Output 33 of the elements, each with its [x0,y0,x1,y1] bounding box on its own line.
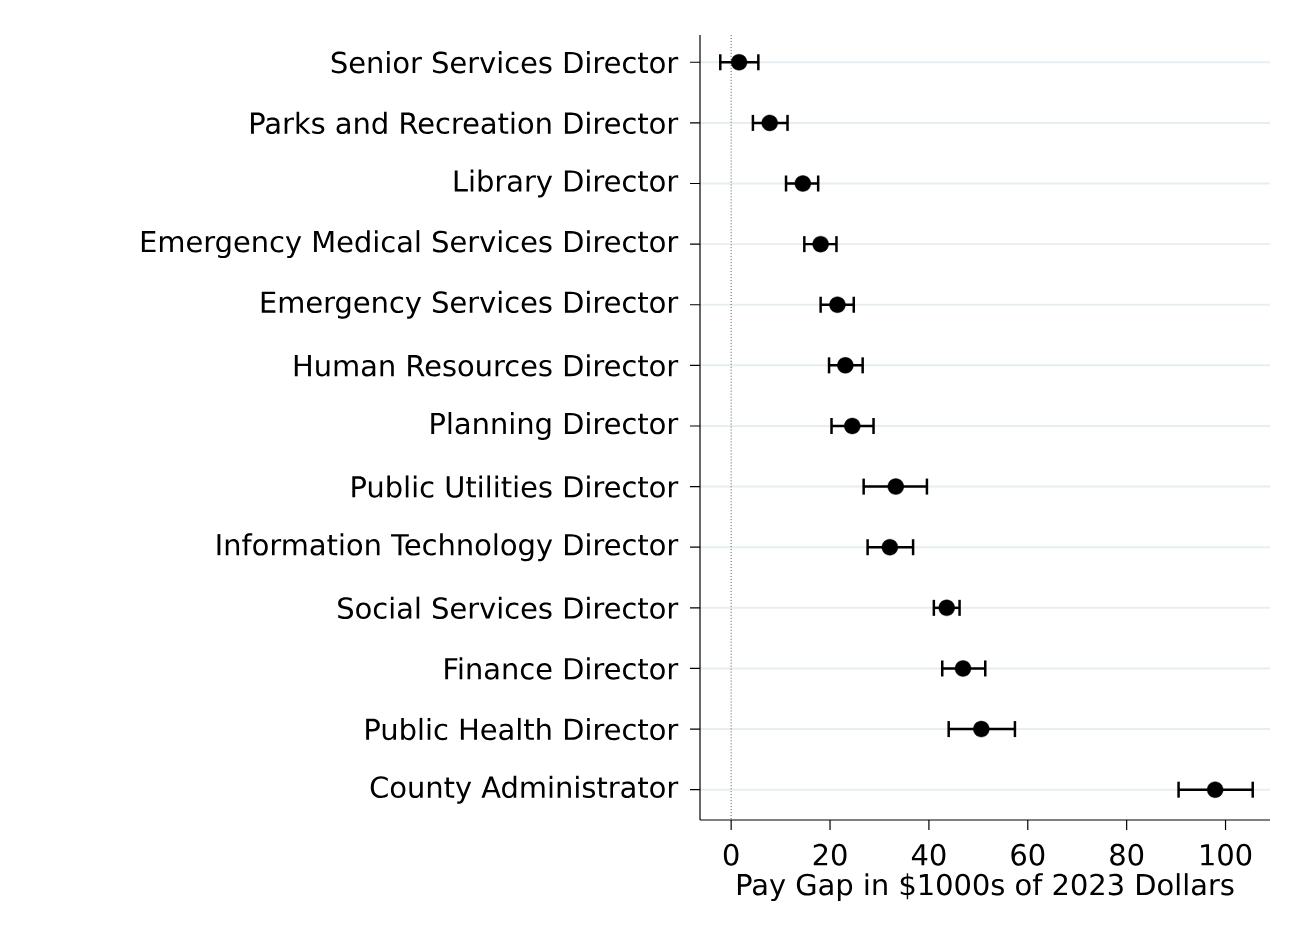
x-tick-label: 40 [911,843,946,866]
y-tick-label: Emergency Services Director [261,290,679,319]
x-tick-label: 60 [1011,843,1045,866]
point [837,357,854,374]
y-tick-label: Emergency Medical Services Director [141,230,679,259]
y-tick-label: Human Resources Director [294,354,679,377]
x-tick-label: 80 [1110,843,1144,866]
y-tick-label: Social Services Director [338,596,679,620]
x-tick-label: 20 [813,843,847,866]
y-tick-label: Public Utilities Director [352,475,679,498]
y-tick-label: Senior Services Director [331,51,679,74]
point [730,54,748,71]
x-tick-label: 0 [723,843,739,866]
y-tick-label: Finance Director [445,657,679,680]
y-tick-label: Planning Director [431,412,679,440]
x-axis-title: Pay Gap in $1000s of 2023 Dollars [737,873,1234,902]
point [844,417,861,435]
point [794,175,812,192]
y-tick-label: Public Health Director [366,717,679,741]
y-tick-label: Information Technology Director [217,533,679,562]
y-tick-label: County Administrator [370,775,679,804]
y-tick-label: Library Director [454,169,679,198]
point [938,599,955,617]
point [1206,781,1224,798]
x-tick-label: 100 [1201,843,1252,866]
y-tick-label: Parks and Recreation Director [251,111,679,135]
point [812,235,829,253]
point [761,114,778,132]
point [829,296,846,313]
point [881,539,899,556]
point [887,478,904,495]
point [973,720,990,738]
point [954,660,972,677]
